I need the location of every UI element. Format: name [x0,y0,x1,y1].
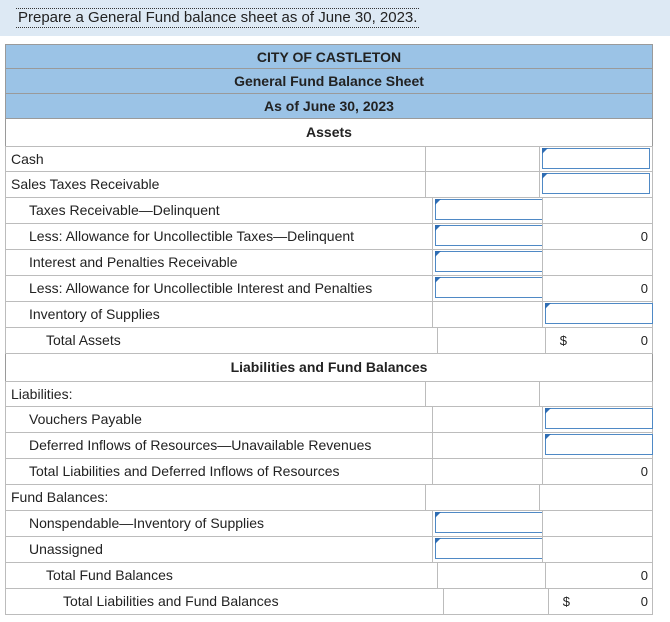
col2-cell: 0 [541,276,652,301]
col1-cell [431,459,542,484]
instruction-text: Prepare a General Fund balance sheet as … [16,8,420,28]
col2-cell: 0 [544,563,652,588]
col2-cell [541,250,652,275]
col2-cell [541,198,652,223]
row-label: Interest and Penalties Receivable [29,254,238,270]
row-label: Unassigned [29,541,103,557]
row-interest-penalties-receivable: Interest and Penalties Receivable [5,250,653,276]
col2-cell [538,172,652,197]
col1-cell [425,147,538,171]
row-label: Inventory of Supplies [29,306,160,322]
row-label: Deferred Inflows of Resources—Unavailabl… [29,437,372,453]
row-label: Less: Allowance for Uncollectible Intere… [29,280,373,296]
row-label: Less: Allowance for Uncollectible Taxes—… [29,228,355,244]
row-label: Liabilities: [11,386,73,402]
col2-cell: 0 [541,459,652,484]
statement-date: As of June 30, 2023 [5,94,653,119]
col2-cell [538,147,652,171]
row-vouchers-payable: Vouchers Payable [5,407,653,433]
row-total-liabilities-deferred: Total Liabilities and Deferred Inflows o… [5,459,653,485]
col1-cell [431,302,542,327]
deferred-inflows-input[interactable] [544,434,653,455]
row-label: Total Liabilities and Fund Balances [63,593,279,609]
col1-cell [431,224,543,249]
row-taxes-receivable-delinquent: Taxes Receivable—Delinquent [5,198,653,224]
nonspendable-inventory-input[interactable] [434,512,543,533]
col1-cell [431,250,543,275]
row-label: Sales Taxes Receivable [11,176,160,192]
total-fund-balances-value: 0 [640,568,649,583]
col1-cell [431,276,543,301]
col1-cell [425,382,538,406]
col2-cell [541,433,653,458]
allowance-uncollectible-taxes-input[interactable] [434,225,543,246]
row-total-liabilities-fund-balances: Total Liabilities and Fund Balances $ 0 [5,589,653,615]
inventory-of-supplies-input[interactable] [544,303,653,324]
col1-cell [431,537,543,562]
row-sales-taxes-receivable: Sales Taxes Receivable [5,172,653,198]
row-nonspendable-inventory: Nonspendable—Inventory of Supplies [5,511,653,537]
row-cash: Cash [5,146,653,172]
row-label: Vouchers Payable [29,411,142,427]
entity-name: CITY OF CASTLETON [5,44,653,69]
col2-cell: $ 0 [547,589,652,614]
total-assets-value: 0 [640,333,649,348]
vouchers-payable-input[interactable] [544,408,653,429]
row-inventory-of-supplies: Inventory of Supplies [5,302,653,328]
total-liabilities-deferred-value: 0 [640,464,648,479]
col1-cell [431,511,543,536]
col2-cell [541,537,652,562]
row-label: Total Assets [46,332,121,348]
col2-cell: 0 [541,224,652,249]
row-label: Fund Balances: [11,489,109,505]
dollar-sign: $ [562,594,570,609]
row-label: Taxes Receivable—Delinquent [29,202,220,218]
col2-cell: $ 0 [544,328,652,353]
col1-cell [443,589,547,614]
dollar-sign: $ [559,333,567,348]
row-label: Total Liabilities and Deferred Inflows o… [29,463,340,479]
col2-cell [541,302,653,327]
col1-cell [437,328,544,353]
row-unassigned: Unassigned [5,537,653,563]
col1-cell [431,407,542,432]
taxes-receivable-delinquent-input[interactable] [434,199,543,220]
col1-cell [425,172,538,197]
row-fund-balances-label: Fund Balances: [5,485,653,511]
row-total-assets: Total Assets $ 0 [5,328,653,354]
unassigned-input[interactable] [434,538,543,559]
sales-taxes-receivable-input[interactable] [541,173,650,194]
col1-cell [431,433,542,458]
row-label: Cash [11,151,44,167]
col2-cell [538,382,652,406]
allowance-uncollectible-interest-input[interactable] [434,277,543,298]
row-label: Nonspendable—Inventory of Supplies [29,515,265,531]
col1-cell [431,198,543,223]
instruction-bar: Prepare a General Fund balance sheet as … [0,0,670,36]
interest-penalties-receivable-input[interactable] [434,251,543,272]
row-total-fund-balances: Total Fund Balances 0 [5,563,653,589]
row-allowance-uncollectible-interest: Less: Allowance for Uncollectible Intere… [5,276,653,302]
net-taxes-value: 0 [640,229,648,244]
row-label: Total Fund Balances [46,567,173,583]
row-allowance-uncollectible-taxes: Less: Allowance for Uncollectible Taxes—… [5,224,653,250]
col2-cell [541,511,652,536]
col1-cell [437,563,544,588]
row-deferred-inflows: Deferred Inflows of Resources—Unavailabl… [5,433,653,459]
col1-cell [425,485,538,510]
row-liabilities-label: Liabilities: [5,381,653,407]
net-interest-value: 0 [640,281,648,296]
assets-heading: Assets [5,119,653,146]
liabilities-fund-balances-heading: Liabilities and Fund Balances [5,354,653,381]
cash-input[interactable] [541,148,650,169]
col2-cell [538,485,652,510]
col2-cell [541,407,653,432]
balance-sheet-table: CITY OF CASTLETON General Fund Balance S… [5,44,653,615]
total-liabilities-fund-balances-value: 0 [640,594,648,609]
statement-title: General Fund Balance Sheet [5,69,653,94]
